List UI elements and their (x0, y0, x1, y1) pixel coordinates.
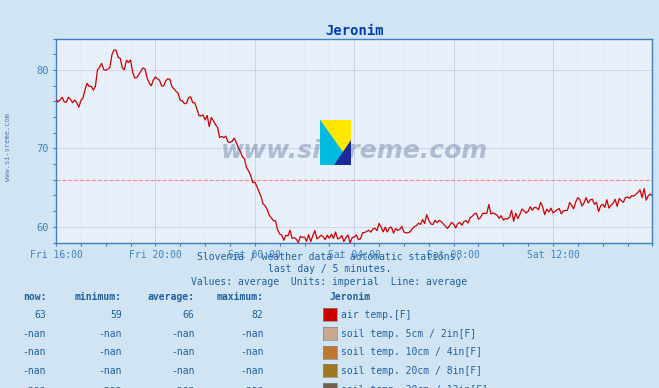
Text: maximum:: maximum: (217, 291, 264, 301)
Text: soil temp. 10cm / 4in[F]: soil temp. 10cm / 4in[F] (341, 347, 482, 357)
Text: www.si-vreme.com: www.si-vreme.com (5, 113, 11, 182)
Text: air temp.[F]: air temp.[F] (341, 310, 412, 320)
Polygon shape (334, 140, 351, 165)
Text: 59: 59 (110, 310, 122, 320)
Text: -nan: -nan (171, 385, 194, 388)
Text: -nan: -nan (22, 385, 46, 388)
Polygon shape (320, 120, 351, 165)
Text: -nan: -nan (22, 329, 46, 339)
Text: -nan: -nan (240, 385, 264, 388)
Text: -nan: -nan (98, 385, 122, 388)
Text: -nan: -nan (22, 366, 46, 376)
Text: -nan: -nan (240, 366, 264, 376)
Text: -nan: -nan (98, 329, 122, 339)
Title: Jeronim: Jeronim (325, 24, 384, 38)
Text: -nan: -nan (240, 329, 264, 339)
Text: -nan: -nan (171, 329, 194, 339)
Text: 63: 63 (34, 310, 46, 320)
Text: Slovenia / weather data - automatic stations.: Slovenia / weather data - automatic stat… (197, 252, 462, 262)
Text: -nan: -nan (171, 347, 194, 357)
Text: Jeronim: Jeronim (330, 291, 370, 301)
Text: 82: 82 (252, 310, 264, 320)
Text: soil temp. 20cm / 8in[F]: soil temp. 20cm / 8in[F] (341, 366, 482, 376)
Text: soil temp. 30cm / 12in[F]: soil temp. 30cm / 12in[F] (341, 385, 488, 388)
Text: -nan: -nan (22, 347, 46, 357)
Polygon shape (320, 120, 351, 165)
Text: Values: average  Units: imperial  Line: average: Values: average Units: imperial Line: av… (191, 277, 468, 287)
Text: last day / 5 minutes.: last day / 5 minutes. (268, 264, 391, 274)
Text: now:: now: (22, 291, 46, 301)
Text: -nan: -nan (171, 366, 194, 376)
Text: www.si-vreme.com: www.si-vreme.com (221, 139, 488, 163)
Text: -nan: -nan (98, 366, 122, 376)
Text: average:: average: (148, 291, 194, 301)
Text: soil temp. 5cm / 2in[F]: soil temp. 5cm / 2in[F] (341, 329, 476, 339)
Text: -nan: -nan (98, 347, 122, 357)
Text: -nan: -nan (240, 347, 264, 357)
Text: 66: 66 (183, 310, 194, 320)
Text: minimum:: minimum: (75, 291, 122, 301)
